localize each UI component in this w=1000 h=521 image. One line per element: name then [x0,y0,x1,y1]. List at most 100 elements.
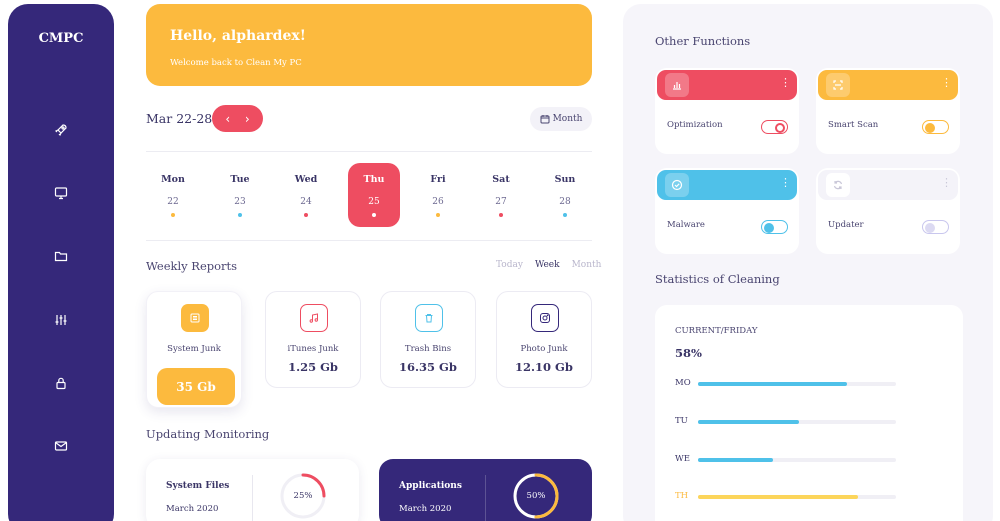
day-name: Sun [554,174,576,185]
function-label: Updater [828,220,864,230]
right-panel: Other Functions ⋮ Optimization ⋮ Smart S… [623,4,993,521]
month-view-button[interactable]: Month [530,107,592,131]
monitor-card-applications[interactable]: Applications March 2020 50% [379,459,592,521]
rocket-icon[interactable] [50,119,72,141]
day-name: Tue [230,174,250,185]
brand-logo: CMPC [38,31,84,46]
welcome-banner: Hello, alphardex! Welcome back to Clean … [146,4,592,86]
malware-toggle[interactable] [761,220,788,234]
monitor-title: Applications [399,481,462,491]
toggle-knob [764,223,774,233]
date-nav: ‹ › [212,105,263,132]
function-label: Malware [667,220,705,230]
filter-today[interactable]: Today [496,260,523,270]
day-name: Mon [161,174,185,185]
report-filters: Today Week Month [496,260,601,270]
day-tue[interactable]: Tue 23 [214,163,266,227]
folder-icon[interactable] [50,245,72,267]
day-dot [436,213,440,217]
more-menu-icon[interactable]: ⋮ [780,176,791,189]
report-card-itunes-junk[interactable]: iTunes Junk 1.25 Gb [265,291,361,388]
other-functions-title: Other Functions [655,34,751,48]
sliders-icon[interactable] [50,309,72,331]
day-name: Fri [430,174,446,185]
day-number: 25 [368,197,380,207]
instagram-icon [531,304,559,332]
chevron-left-icon[interactable]: ‹ [225,111,231,126]
report-card-trash-bins[interactable]: Trash Bins 16.35 Gb [380,291,476,388]
stat-bar-track [698,420,896,424]
greeting-text: Hello, alphardex! [170,28,306,44]
separator [485,475,486,521]
chart-icon [665,73,689,97]
day-number: 28 [559,197,571,207]
day-sat[interactable]: Sat 27 [475,163,527,227]
report-label: Photo Junk [520,344,568,354]
list-icon [181,304,209,332]
day-sun[interactable]: Sun 28 [539,163,591,227]
day-wed[interactable]: Wed 24 [280,163,332,227]
day-thu[interactable]: Thu 25 [348,163,400,227]
day-number: 27 [495,197,507,207]
function-label: Optimization [667,120,723,130]
function-header: ⋮ [818,70,958,100]
report-value: 1.25 Gb [288,360,338,374]
function-card-smart-scan[interactable]: ⋮ Smart Scan [816,68,960,154]
updater-toggle[interactable] [922,220,949,234]
date-range: Mar 22-28 [146,111,213,126]
report-card-photo-junk[interactable]: Photo Junk 12.10 Gb [496,291,592,388]
function-header: ⋮ [657,170,797,200]
day-mon[interactable]: Mon 22 [147,163,199,227]
monitor-icon[interactable] [50,182,72,204]
day-dot [304,213,308,217]
day-number: 24 [300,197,312,207]
mail-icon[interactable] [50,435,72,457]
filter-week[interactable]: Week [534,260,560,270]
day-name: Thu [363,174,385,185]
stat-bar-track [698,382,896,386]
divider [146,240,592,241]
day-name: Wed [294,174,318,185]
statistics-title: Statistics of Cleaning [655,272,780,286]
more-menu-icon[interactable]: ⋮ [941,76,952,89]
more-menu-icon[interactable]: ⋮ [780,76,791,89]
day-number: 26 [432,197,444,207]
smart-scan-toggle[interactable] [922,120,949,134]
report-value: 16.35 Gb [399,360,457,374]
optimization-toggle[interactable] [761,120,788,134]
statistics-card: CURRENT/FRIDAY 58% MO TU WE TH [655,305,963,521]
scan-icon [826,73,850,97]
stat-day: MO [675,378,691,388]
stat-day: WE [675,454,690,464]
stat-bar-track [698,495,896,499]
day-number: 22 [167,197,179,207]
progress-ring [513,473,559,519]
function-card-updater[interactable]: ⋮ Updater [816,168,960,254]
report-value: 35 Gb [157,368,235,405]
function-card-malware[interactable]: ⋮ Malware [655,168,799,254]
report-card-system-junk[interactable]: System Junk 35 Gb [146,291,242,408]
report-label: iTunes Junk [287,344,339,354]
lock-icon[interactable] [50,372,72,394]
day-number: 23 [234,197,246,207]
calendar-icon [540,115,550,124]
progress-percent: 50% [526,491,546,501]
monitor-date: March 2020 [399,504,452,514]
function-card-optimization[interactable]: ⋮ Optimization [655,68,799,154]
stat-bar-track [698,458,896,462]
function-header: ⋮ [657,70,797,100]
day-dot [563,213,567,217]
filter-month[interactable]: Month [571,260,602,270]
monitor-card-system-files[interactable]: System Files March 2020 25% [146,459,359,521]
report-label: System Junk [167,344,221,354]
month-label: Month [552,114,583,124]
day-dot [171,213,175,217]
function-label: Smart Scan [828,120,879,130]
music-icon [300,304,328,332]
chevron-right-icon[interactable]: › [244,111,250,126]
trash-icon [415,304,443,332]
more-menu-icon[interactable]: ⋮ [941,176,952,189]
day-fri[interactable]: Fri 26 [412,163,464,227]
monitor-date: March 2020 [166,504,219,514]
stat-bar-fill [698,458,774,462]
